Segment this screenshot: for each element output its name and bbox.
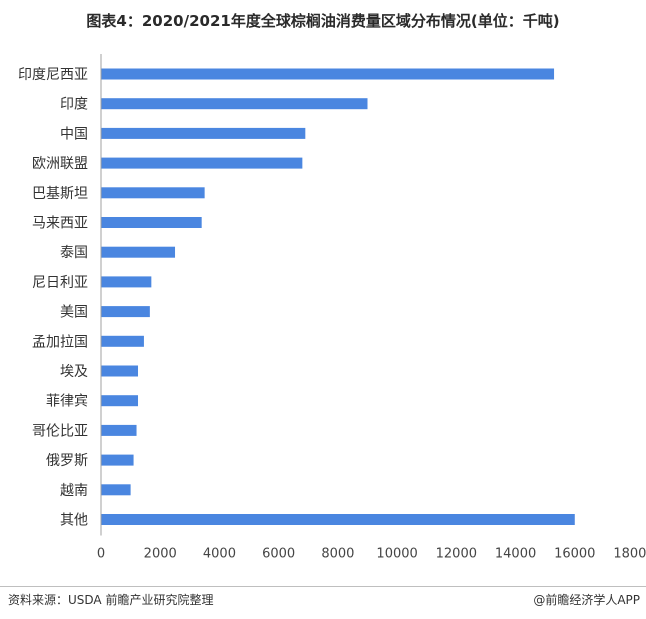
category-label: 中国 — [60, 126, 88, 142]
bar-8 — [101, 306, 150, 318]
category-label: 印度尼西亚 — [18, 67, 88, 83]
bar-0 — [101, 68, 555, 80]
category-label: 马来西亚 — [32, 216, 88, 232]
category-label: 越南 — [60, 483, 88, 499]
bar-4 — [101, 187, 205, 199]
category-label: 哥伦比亚 — [32, 423, 88, 439]
x-tick-label: 12000 — [436, 547, 477, 562]
chart-title: 图表4：2020/2021年度全球棕榈油消费量区域分布情况(单位：千吨) — [86, 12, 560, 30]
category-label: 欧洲联盟 — [32, 156, 88, 172]
x-tick-label: 14000 — [495, 547, 536, 562]
category-label: 尼日利亚 — [32, 275, 88, 291]
category-label: 泰国 — [60, 245, 88, 261]
bar-13 — [101, 454, 134, 466]
bar-2 — [101, 127, 306, 139]
category-label: 美国 — [60, 305, 88, 321]
bar-chart: 印度尼西亚印度中国欧洲联盟巴基斯坦马来西亚泰国尼日利亚美国孟加拉国埃及菲律宾哥伦… — [18, 54, 646, 562]
bars-layer — [101, 68, 575, 525]
source-note: 资料来源：USDA 前瞻产业研究院整理 — [8, 593, 214, 607]
x-tick-labels: 0 2000 4000 6000 8000 10000 12000 14000 16000 180… — [97, 547, 646, 562]
x-tick-label: 16000 — [554, 547, 595, 562]
bar-7 — [101, 276, 152, 288]
bar-3 — [101, 157, 303, 169]
category-label: 巴基斯坦 — [32, 185, 88, 202]
category-label: 印度 — [60, 97, 88, 113]
x-tick-label: 2000 — [144, 547, 177, 562]
bar-9 — [101, 335, 144, 347]
bar-1 — [101, 98, 368, 110]
x-tick-label: 18000 — [613, 547, 646, 562]
x-tick-label: 8000 — [321, 547, 354, 562]
category-label: 其他 — [60, 513, 88, 529]
x-tick-label: 10000 — [376, 547, 417, 562]
category-label: 埃及 — [60, 364, 88, 380]
x-tick-label: 6000 — [262, 547, 295, 562]
bar-15 — [101, 514, 575, 525]
bar-11 — [101, 395, 139, 407]
brand-credit: @前瞻经济学人APP — [533, 593, 640, 607]
x-tick-label: 4000 — [203, 547, 236, 562]
category-label: 菲律宾 — [46, 394, 88, 410]
category-label: 俄罗斯 — [46, 453, 88, 469]
category-label: 孟加拉国 — [32, 334, 88, 350]
bar-12 — [101, 424, 137, 436]
x-tick-label: 0 — [97, 547, 105, 562]
bar-6 — [101, 246, 176, 258]
bar-14 — [101, 484, 131, 496]
bar-10 — [101, 365, 139, 377]
footer-divider — [0, 586, 646, 587]
category-labels: 印度尼西亚印度中国欧洲联盟巴基斯坦马来西亚泰国尼日利亚美国孟加拉国埃及菲律宾哥伦… — [18, 67, 88, 529]
bar-5 — [101, 217, 202, 228]
